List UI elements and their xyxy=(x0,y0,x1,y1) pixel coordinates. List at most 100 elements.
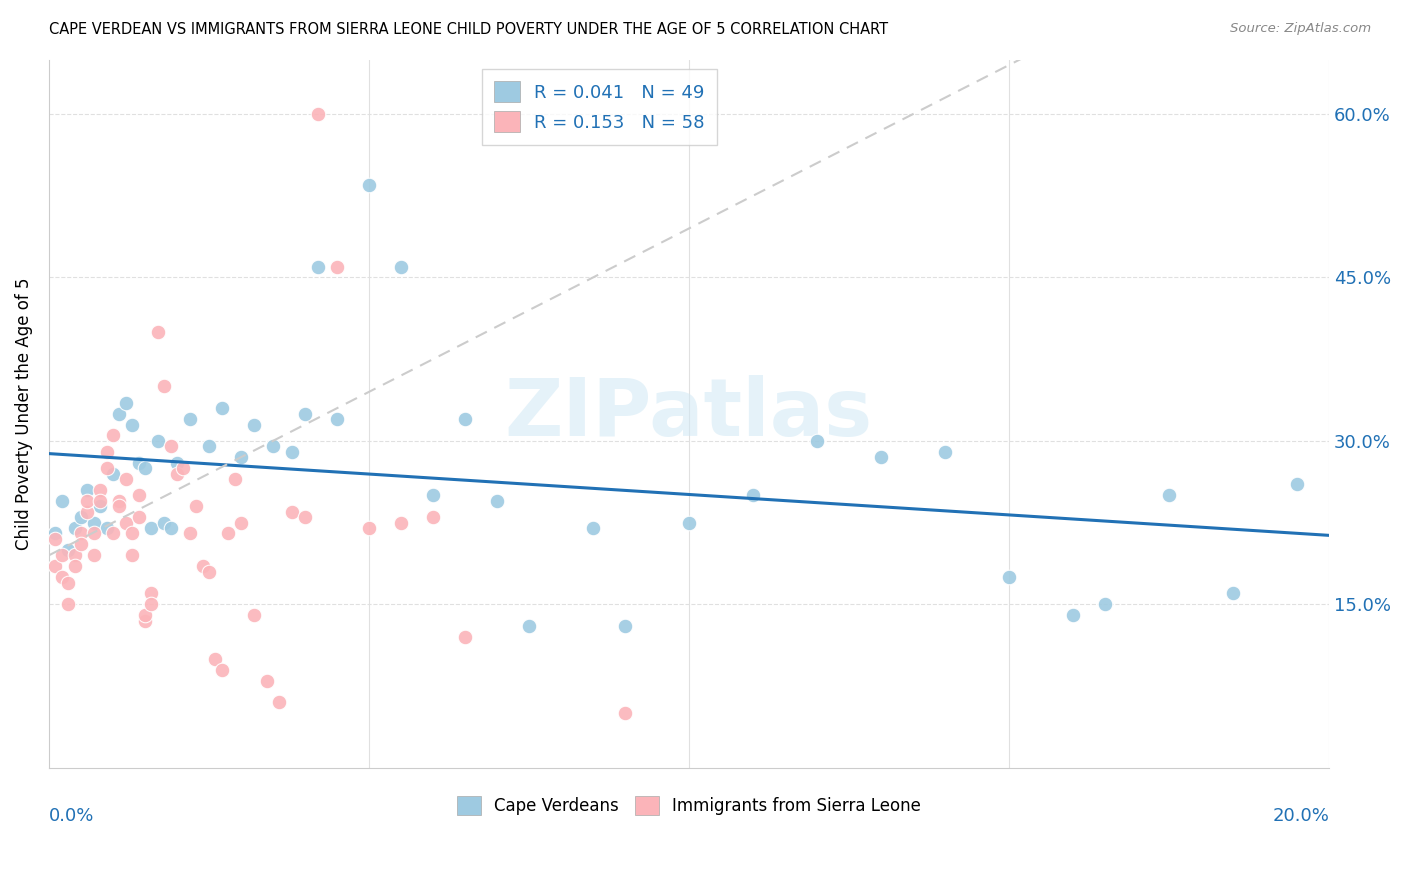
Point xyxy=(121,417,143,432)
Point xyxy=(134,614,156,628)
Point xyxy=(166,467,188,481)
Text: 20.0%: 20.0% xyxy=(1272,806,1329,824)
Point xyxy=(1157,488,1180,502)
Point xyxy=(389,260,412,274)
Point xyxy=(326,260,349,274)
Point xyxy=(141,586,163,600)
Point xyxy=(56,575,79,590)
Point xyxy=(614,619,637,633)
Point xyxy=(121,526,143,541)
Point xyxy=(998,570,1021,584)
Point xyxy=(141,521,163,535)
Point xyxy=(1285,477,1308,491)
Point xyxy=(114,516,136,530)
Point xyxy=(307,107,329,121)
Point xyxy=(44,532,66,546)
Point xyxy=(186,500,208,514)
Point xyxy=(96,461,118,475)
Point xyxy=(134,608,156,623)
Point xyxy=(44,559,66,574)
Point xyxy=(294,510,316,524)
Point xyxy=(83,516,105,530)
Point xyxy=(256,673,278,688)
Point xyxy=(389,516,412,530)
Point xyxy=(211,663,233,677)
Point xyxy=(422,488,444,502)
Point xyxy=(70,526,93,541)
Point xyxy=(44,526,66,541)
Point xyxy=(229,450,252,465)
Point xyxy=(281,505,304,519)
Point xyxy=(153,516,176,530)
Point xyxy=(141,597,163,611)
Point xyxy=(51,570,73,584)
Text: 0.0%: 0.0% xyxy=(49,806,94,824)
Point xyxy=(89,493,111,508)
Point xyxy=(269,695,291,709)
Point xyxy=(114,472,136,486)
Point xyxy=(108,500,131,514)
Point xyxy=(83,526,105,541)
Point xyxy=(63,521,86,535)
Point xyxy=(211,401,233,416)
Point xyxy=(56,542,79,557)
Point xyxy=(108,407,131,421)
Point xyxy=(51,493,73,508)
Point xyxy=(294,407,316,421)
Point xyxy=(134,461,156,475)
Point xyxy=(454,630,477,644)
Point xyxy=(198,565,221,579)
Point xyxy=(101,467,124,481)
Point xyxy=(76,493,98,508)
Point xyxy=(242,608,264,623)
Point xyxy=(89,500,111,514)
Text: ZIPatlas: ZIPatlas xyxy=(505,375,873,452)
Point xyxy=(56,597,79,611)
Point xyxy=(76,483,98,497)
Point xyxy=(517,619,540,633)
Point xyxy=(96,521,118,535)
Point xyxy=(485,493,508,508)
Point xyxy=(70,510,93,524)
Point xyxy=(242,417,264,432)
Point xyxy=(262,439,284,453)
Point xyxy=(63,559,86,574)
Point xyxy=(128,488,150,502)
Point xyxy=(146,434,169,448)
Point xyxy=(870,450,893,465)
Point xyxy=(191,559,214,574)
Text: Source: ZipAtlas.com: Source: ZipAtlas.com xyxy=(1230,22,1371,36)
Point xyxy=(934,444,956,458)
Point xyxy=(454,412,477,426)
Point xyxy=(357,178,380,192)
Point xyxy=(422,510,444,524)
Point xyxy=(121,549,143,563)
Point xyxy=(198,439,221,453)
Point xyxy=(582,521,605,535)
Point xyxy=(742,488,765,502)
Point xyxy=(108,493,131,508)
Point xyxy=(1222,586,1244,600)
Point xyxy=(204,652,226,666)
Y-axis label: Child Poverty Under the Age of 5: Child Poverty Under the Age of 5 xyxy=(15,277,32,549)
Point xyxy=(114,396,136,410)
Point xyxy=(307,260,329,274)
Point xyxy=(159,439,181,453)
Point xyxy=(326,412,349,426)
Point xyxy=(614,706,637,721)
Point xyxy=(89,483,111,497)
Point xyxy=(63,549,86,563)
Point xyxy=(96,444,118,458)
Point xyxy=(153,379,176,393)
Point xyxy=(224,472,246,486)
Point xyxy=(357,521,380,535)
Point xyxy=(806,434,828,448)
Point xyxy=(217,526,239,541)
Point xyxy=(83,549,105,563)
Point xyxy=(179,526,201,541)
Point xyxy=(128,510,150,524)
Point xyxy=(166,456,188,470)
Point xyxy=(101,526,124,541)
Point xyxy=(1094,597,1116,611)
Point xyxy=(70,537,93,551)
